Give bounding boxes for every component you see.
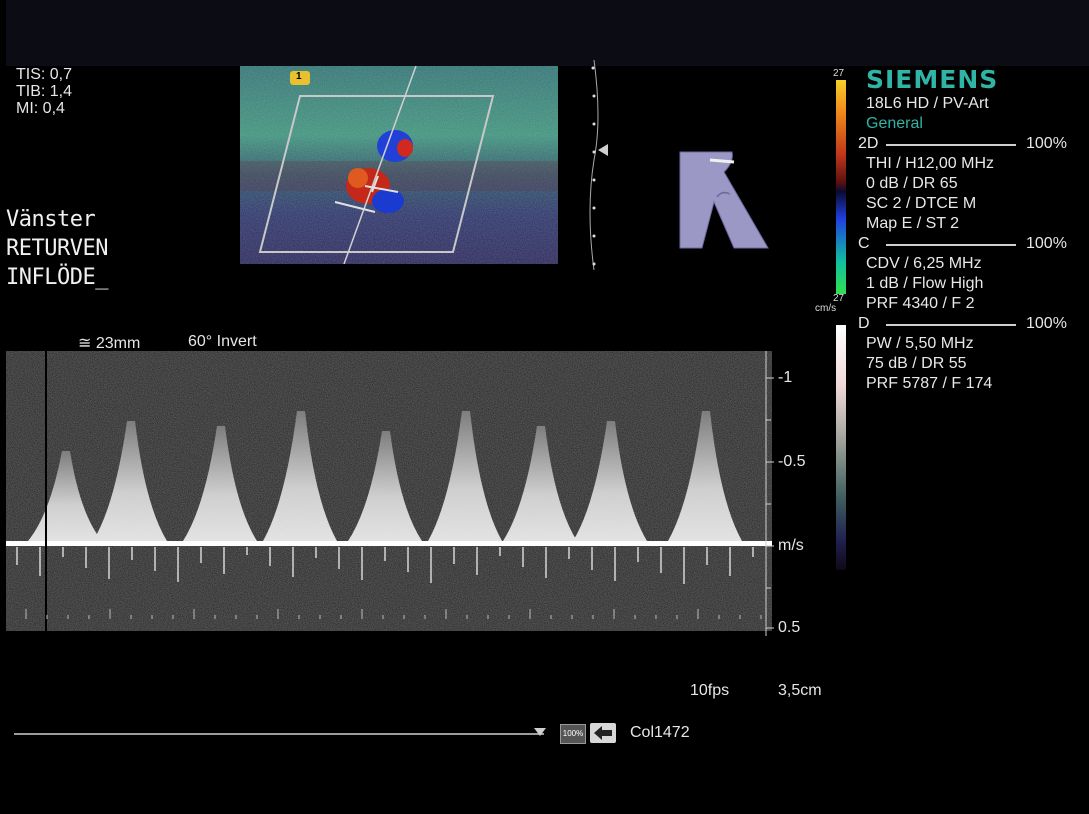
spectral-waveform-peak: [183, 426, 257, 541]
frame-rate: 10fps: [690, 682, 730, 699]
section-d-pct: 100%: [1026, 315, 1067, 332]
section-d-label: D: [858, 315, 870, 332]
velocity-label-mid: -0.5: [778, 453, 806, 470]
spectral-reverse-flow-mark: [338, 547, 340, 569]
spectral-reverse-flow-mark: [223, 547, 225, 574]
section-d-line: 75 dB / DR 55: [866, 355, 967, 372]
color-scale-top: 27: [833, 68, 845, 79]
spectral-reverse-flow-mark: [407, 547, 409, 572]
velocity-unit-label: m/s: [778, 537, 804, 554]
tis-value: TIS: 0,7: [16, 66, 73, 83]
section-2d-header: 2D 100%: [858, 134, 1089, 154]
spectral-reverse-flow-mark: [752, 547, 754, 557]
spectral-reverse-flow-mark: [292, 547, 294, 577]
section-2d-pct: 100%: [1026, 135, 1067, 152]
color-velocity-bar: [836, 80, 846, 294]
clip-label: Col1472: [630, 724, 690, 741]
spectral-reverse-flow-mark: [614, 547, 616, 581]
depth-scale: [580, 59, 610, 271]
depth-readout: 3,5cm: [778, 682, 822, 699]
spectral-waveform-peak: [668, 411, 742, 541]
spectral-reverse-flow-mark: [177, 547, 179, 582]
section-2d-line: 0 dB / DR 65: [866, 175, 958, 192]
doppler-gray-bar: [836, 325, 846, 570]
spectral-reverse-flow-mark: [660, 547, 662, 573]
spectral-reverse-flow-mark: [85, 547, 87, 568]
preset-label: General: [866, 115, 923, 132]
spectral-reverse-flow-mark: [269, 547, 271, 566]
spectral-reverse-flow-mark: [315, 547, 317, 558]
settings-panel: SIEMENS 18L6 HD / PV-Art General 2D 100%…: [858, 65, 1089, 394]
spectral-reverse-flow-mark: [62, 547, 64, 557]
section-d-header: D 100%: [858, 314, 1089, 334]
spectral-reverse-flow-mark: [154, 547, 156, 571]
spectral-reverse-flow-mark: [453, 547, 455, 564]
section-d-line: PRF 5787 / F 174: [866, 375, 993, 392]
spectral-reverse-flow-mark: [706, 547, 708, 565]
spectral-reverse-flow-mark: [545, 547, 547, 578]
section-d-line: PW / 5,50 MHz: [866, 335, 974, 352]
section-2d-line: Map E / ST 2: [866, 215, 960, 232]
spectral-reverse-flow-mark: [39, 547, 41, 576]
spectral-reverse-flow-mark: [568, 547, 570, 559]
brand-logo: SIEMENS: [866, 65, 999, 94]
spectral-reverse-flow-mark: [384, 547, 386, 561]
section-c-pct: 100%: [1026, 235, 1067, 252]
section-2d-line: SC 2 / DTCE M: [866, 195, 977, 212]
annotation-text[interactable]: Vänster RETURVEN INFLÖDE_: [6, 205, 108, 292]
safety-indices: TIS: 0,7 TIB: 1,4 MI: 0,4: [16, 66, 72, 117]
spectral-waveform-peak: [573, 421, 647, 541]
tib-value: TIB: 1,4: [16, 83, 73, 100]
top-bar: [6, 0, 1089, 66]
spectral-reverse-flow-mark: [522, 547, 524, 567]
velocity-label-bottom: 0.5: [778, 619, 801, 636]
spectral-waveform-peak: [263, 411, 337, 541]
spectral-reverse-flow-mark: [683, 547, 685, 584]
spectral-reverse-flow-mark: [200, 547, 202, 563]
section-c-line: CDV / 6,25 MHz: [866, 255, 982, 272]
spectral-reverse-flow-mark: [16, 547, 18, 565]
spectral-waveform-peak: [428, 411, 502, 541]
spectral-waveform-peak: [93, 421, 167, 541]
spectral-doppler-trace[interactable]: [6, 351, 772, 631]
spectral-reverse-flow-mark: [499, 547, 501, 556]
spectral-reverse-flow-mark: [108, 547, 110, 579]
mi-value: MI: 0,4: [16, 100, 65, 117]
annotation-line-1: Vänster: [6, 207, 96, 232]
bmode-marker-label: 1: [296, 71, 302, 82]
zoom-badge[interactable]: 100%: [560, 724, 586, 744]
angle-label: 60° Invert: [188, 333, 257, 350]
section-2d-label: 2D: [858, 135, 879, 152]
section-c-line: 1 dB / Flow High: [866, 275, 984, 292]
section-c-label: C: [858, 235, 870, 252]
spectral-reverse-flow-mark: [637, 547, 639, 562]
color-scale-bottom: 27: [833, 293, 845, 304]
spectral-reverse-flow-mark: [729, 547, 731, 576]
cine-bar: 100% Col1472: [14, 720, 714, 750]
bmode-image[interactable]: 1: [240, 66, 558, 264]
annotation-line-3: INFLÖDE_: [6, 265, 108, 290]
back-arrow-icon[interactable]: [590, 723, 616, 743]
spectral-reverse-flow-mark: [591, 547, 593, 570]
spectral-reverse-flow-mark: [430, 547, 432, 583]
spectral-waveform-peak: [503, 426, 577, 541]
spectral-reverse-flow-mark: [131, 547, 133, 560]
velocity-label-top: -1: [778, 369, 793, 386]
gate-size-label: ≅ 23mm: [78, 335, 141, 352]
velocity-axis: -1 -0.5 m/s 0.5: [760, 351, 830, 641]
section-c-line: PRF 4340 / F 2: [866, 295, 975, 312]
spectral-waveform-peak: [348, 431, 422, 541]
body-marker-pictogram: [672, 142, 772, 254]
annotation-line-2: RETURVEN: [6, 236, 108, 261]
section-2d-line: THI / H12,00 MHz: [866, 155, 995, 172]
spectral-reverse-flow-mark: [361, 547, 363, 580]
color-scale-unit: cm/s: [815, 303, 837, 314]
spectral-reverse-flow-mark: [476, 547, 478, 575]
spectral-reverse-flow-mark: [246, 547, 248, 555]
section-c-header: C 100%: [858, 234, 1089, 254]
probe-label: 18L6 HD / PV-Art: [866, 95, 989, 112]
